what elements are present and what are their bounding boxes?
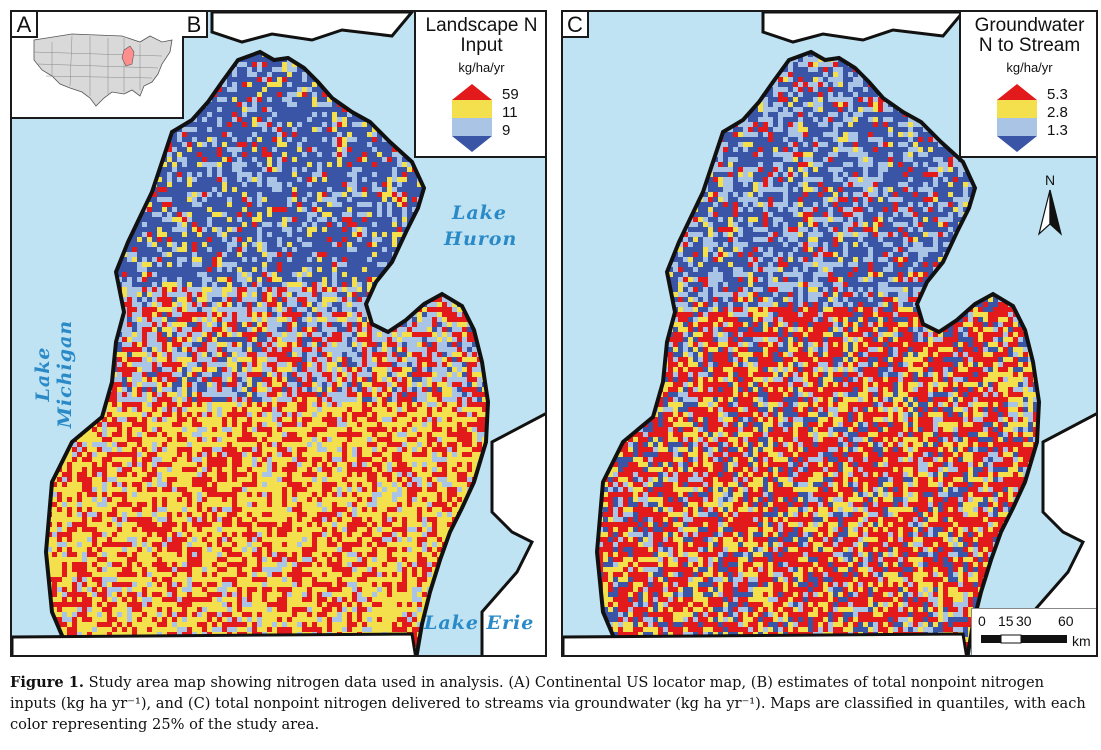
lake-huron-label-line2: Huron [444,228,517,250]
caption-text: Study area map showing nitrogen data use… [10,674,1086,733]
ontario-land [1031,412,1096,655]
lake-erie-label: Lake Erie [424,612,534,634]
scale-bar-segments [981,634,1067,644]
us-locator-inset: A [12,12,184,119]
legend-swatches [997,84,1037,152]
legend-value-high: 59 [502,86,519,103]
map-panel-c: C Groundwater N to Stream kg/ha/yr 5.3 2… [561,10,1098,657]
panel-label-a: A [12,12,38,38]
coastline [43,49,491,655]
lake-michigan-label: Lake Michigan [32,304,76,444]
legend-swatches [452,84,492,152]
panel-label-b: B [182,12,208,38]
scale-tick-60: 60 [1058,613,1074,629]
scale-unit: km [1072,633,1091,649]
legend-value-low: 9 [502,122,510,139]
ontario-land [480,412,545,655]
us-locator-map [33,33,173,107]
ohio-indiana-land [12,632,417,655]
legend-unit: kg/ha/yr [416,60,545,75]
lake-huron-label-line1: Lake [452,202,507,224]
legend-value-mid: 2.8 [1047,104,1068,121]
legend-value-high: 5.3 [1047,86,1068,103]
michigan-highlight [121,45,135,67]
coastline [594,49,1042,655]
figure-caption: Figure 1. Study area map showing nitroge… [10,672,1090,735]
north-label: N [1035,172,1065,188]
upper-peninsula [210,12,414,44]
legend-groundwater-n: Groundwater N to Stream kg/ha/yr 5.3 2.8… [959,12,1096,158]
legend-value-mid: 11 [502,104,518,121]
legend-landscape-n: Landscape N Input kg/ha/yr 59 11 9 [414,12,545,158]
legend-unit: kg/ha/yr [961,60,1096,75]
legend-value-low: 1.3 [1047,122,1068,139]
north-arrow: N [1035,172,1065,242]
ohio-indiana-land [563,632,968,655]
north-arrow-icon [1037,189,1063,236]
scale-tick-0: 0 [978,613,986,629]
scale-tick-30: 30 [1016,613,1032,629]
legend-title-line2: Input [416,36,545,56]
map-panel-b: A B Landscape N Input kg/ha/yr 59 11 9 L… [10,10,547,657]
legend-title-line1: Groundwater [961,12,1096,36]
upper-peninsula [761,12,965,44]
legend-title-line2: N to Stream [961,36,1096,56]
panel-label-c: C [563,12,589,38]
scale-tick-15: 15 [998,613,1014,629]
caption-label: Figure 1. [10,674,84,691]
legend-title-line1: Landscape N [416,12,545,36]
scale-bar: 0 15 30 60 km [971,608,1096,655]
